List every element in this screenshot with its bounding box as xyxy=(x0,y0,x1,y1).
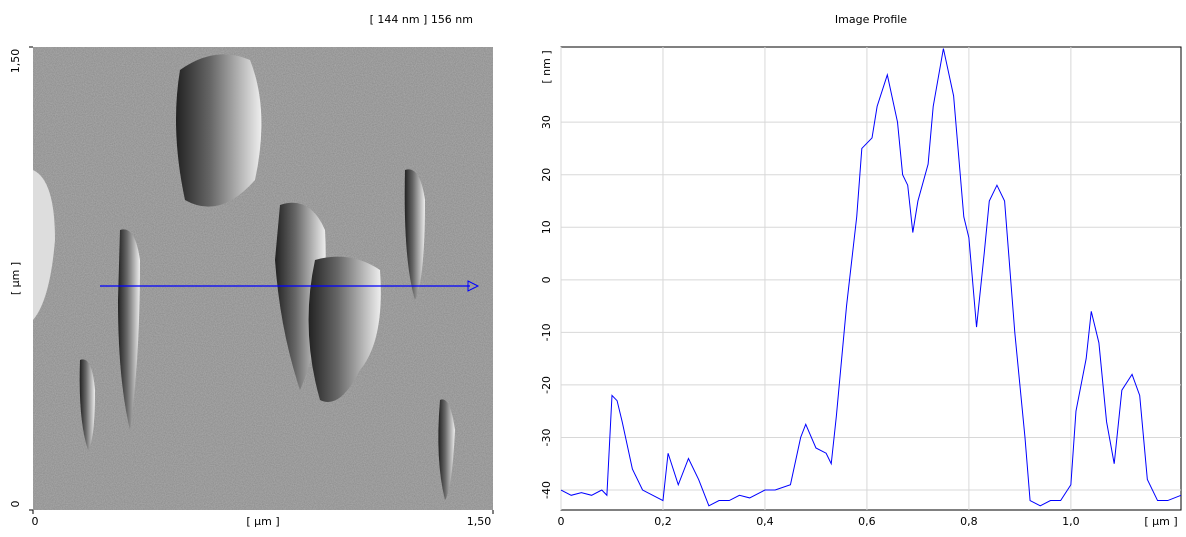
x-axis-label: [ µm ] xyxy=(1144,515,1177,528)
x-tick-label: 1,50 xyxy=(467,515,492,528)
x-tick-label: 0 xyxy=(558,515,565,528)
y-axis-label: [ nm ] xyxy=(540,50,553,83)
y-tick-label: 20 xyxy=(540,168,553,182)
x-axis-label: [ µm ] xyxy=(246,515,279,528)
y-tick-label: 30 xyxy=(540,115,553,129)
image-title: [ 144 nm ] 156 nm xyxy=(370,13,473,26)
y-tick-label: -30 xyxy=(540,428,553,446)
x-tick-label: 0,4 xyxy=(756,515,774,528)
x-tick-label: 0,2 xyxy=(654,515,672,528)
y-tick-label: 1,50 xyxy=(9,49,22,74)
x-tick-label: 0 xyxy=(32,515,39,528)
plot-area xyxy=(560,46,1182,511)
y-axis-label: [ µm ] xyxy=(9,262,22,295)
y-tick-label: 10 xyxy=(540,220,553,234)
y-tick-label: -20 xyxy=(540,376,553,394)
y-tick-label: -10 xyxy=(540,323,553,341)
x-tick-label: 0,6 xyxy=(858,515,876,528)
profile-line xyxy=(560,48,1182,507)
y-tick-label: 0 xyxy=(540,276,553,283)
y-tick-label: -40 xyxy=(540,481,553,499)
afm-image xyxy=(33,47,493,510)
y-tick-label: 0 xyxy=(9,501,22,508)
x-tick-label: 1,0 xyxy=(1062,515,1080,528)
x-tick-label: 0,8 xyxy=(960,515,978,528)
chart-title: Image Profile xyxy=(835,13,907,26)
